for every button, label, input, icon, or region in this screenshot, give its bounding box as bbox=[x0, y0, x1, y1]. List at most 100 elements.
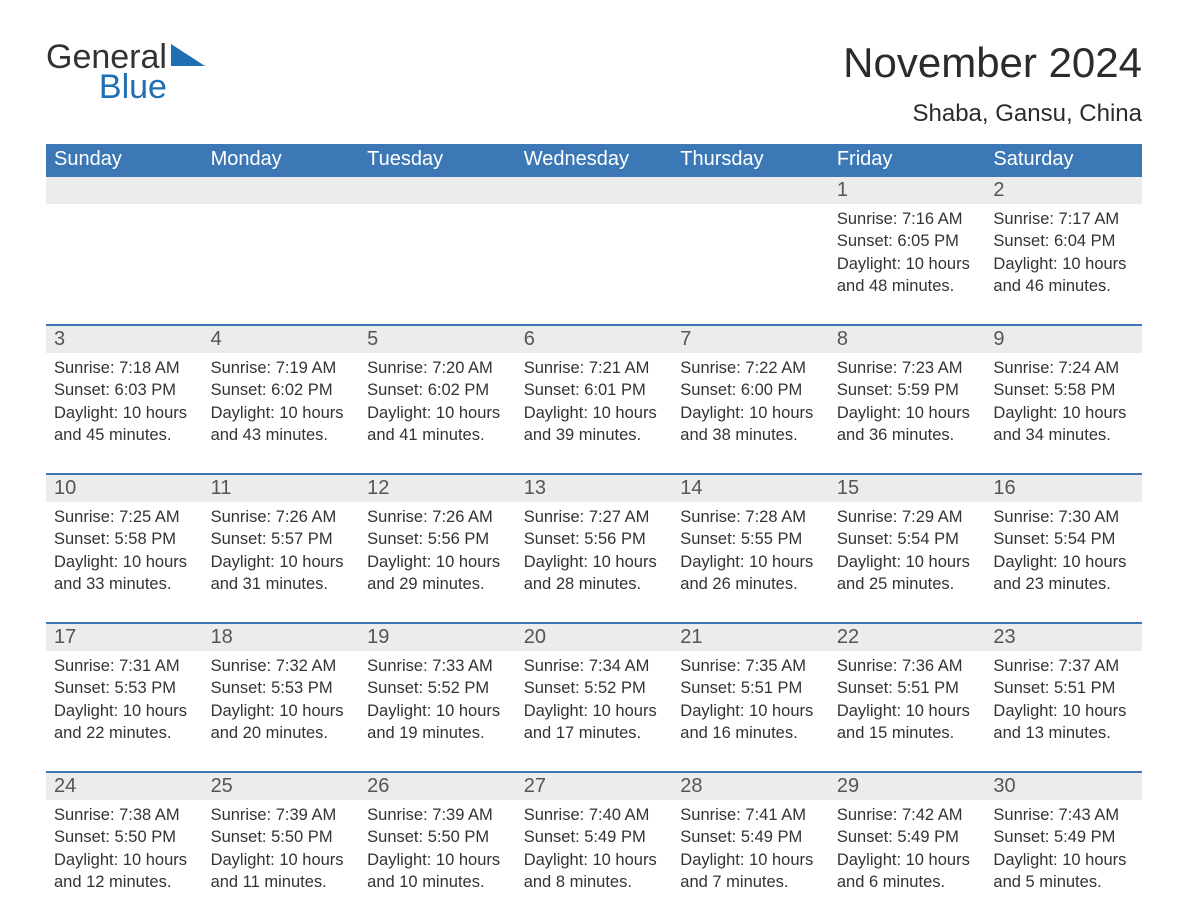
sunset-value: 5:54 PM bbox=[1054, 530, 1115, 548]
daylight-line: Daylight: 10 hours and 13 minutes. bbox=[993, 700, 1134, 745]
sunset-value: 5:53 PM bbox=[271, 679, 332, 697]
day-cell: Sunrise: 7:36 AMSunset: 5:51 PMDaylight:… bbox=[829, 651, 986, 747]
sunrise-label: Sunrise: bbox=[524, 359, 589, 377]
daynum-row: 12 bbox=[46, 177, 1142, 204]
day-cell: Sunrise: 7:41 AMSunset: 5:49 PMDaylight:… bbox=[672, 800, 829, 896]
daylight-line: Daylight: 10 hours and 17 minutes. bbox=[524, 700, 665, 745]
daylight-label: Daylight: bbox=[680, 553, 749, 571]
sunrise-label: Sunrise: bbox=[524, 657, 589, 675]
sunrise-label: Sunrise: bbox=[993, 359, 1058, 377]
week-row: 24252627282930Sunrise: 7:38 AMSunset: 5:… bbox=[46, 771, 1142, 896]
daylight-label: Daylight: bbox=[993, 404, 1062, 422]
sunset-line: Sunset: 5:49 PM bbox=[680, 826, 821, 848]
sunrise-value: 7:23 AM bbox=[902, 359, 963, 377]
day-cell: Sunrise: 7:25 AMSunset: 5:58 PMDaylight:… bbox=[46, 502, 203, 598]
sunrise-label: Sunrise: bbox=[837, 806, 902, 824]
sunset-value: 6:02 PM bbox=[428, 381, 489, 399]
sunrise-label: Sunrise: bbox=[837, 508, 902, 526]
day-number: 4 bbox=[203, 326, 360, 353]
day-number bbox=[359, 177, 516, 204]
day-cell: Sunrise: 7:32 AMSunset: 5:53 PMDaylight:… bbox=[203, 651, 360, 747]
sunrise-value: 7:39 AM bbox=[432, 806, 493, 824]
sunrise-value: 7:19 AM bbox=[276, 359, 337, 377]
sunset-line: Sunset: 5:51 PM bbox=[680, 677, 821, 699]
day-number: 11 bbox=[203, 475, 360, 502]
sunset-label: Sunset: bbox=[837, 828, 898, 846]
sunset-label: Sunset: bbox=[837, 232, 898, 250]
sunrise-label: Sunrise: bbox=[837, 359, 902, 377]
day-header: Saturday bbox=[985, 144, 1142, 177]
sunrise-value: 7:24 AM bbox=[1059, 359, 1120, 377]
sunrise-label: Sunrise: bbox=[993, 508, 1058, 526]
daylight-line: Daylight: 10 hours and 19 minutes. bbox=[367, 700, 508, 745]
sunset-value: 5:54 PM bbox=[897, 530, 958, 548]
sunset-line: Sunset: 5:49 PM bbox=[837, 826, 978, 848]
sunset-value: 5:49 PM bbox=[1054, 828, 1115, 846]
sunrise-line: Sunrise: 7:34 AM bbox=[524, 655, 665, 677]
sunset-value: 5:52 PM bbox=[584, 679, 645, 697]
day-cell: Sunrise: 7:38 AMSunset: 5:50 PMDaylight:… bbox=[46, 800, 203, 896]
day-cell: Sunrise: 7:26 AMSunset: 5:57 PMDaylight:… bbox=[203, 502, 360, 598]
day-cell: Sunrise: 7:20 AMSunset: 6:02 PMDaylight:… bbox=[359, 353, 516, 449]
sunset-label: Sunset: bbox=[367, 679, 428, 697]
sunrise-value: 7:29 AM bbox=[902, 508, 963, 526]
daylight-label: Daylight: bbox=[680, 702, 749, 720]
sunrise-value: 7:18 AM bbox=[119, 359, 180, 377]
week-row: 3456789Sunrise: 7:18 AMSunset: 6:03 PMDa… bbox=[46, 324, 1142, 449]
sunset-value: 5:50 PM bbox=[271, 828, 332, 846]
sunrise-label: Sunrise: bbox=[211, 806, 276, 824]
day-number: 23 bbox=[985, 624, 1142, 651]
daylight-line: Daylight: 10 hours and 22 minutes. bbox=[54, 700, 195, 745]
day-cell bbox=[516, 204, 673, 300]
day-number: 30 bbox=[985, 773, 1142, 800]
sunset-line: Sunset: 5:59 PM bbox=[837, 379, 978, 401]
sunrise-line: Sunrise: 7:31 AM bbox=[54, 655, 195, 677]
sunrise-line: Sunrise: 7:41 AM bbox=[680, 804, 821, 826]
day-cell: Sunrise: 7:39 AMSunset: 5:50 PMDaylight:… bbox=[203, 800, 360, 896]
sunset-label: Sunset: bbox=[211, 530, 272, 548]
day-number: 22 bbox=[829, 624, 986, 651]
logo-text: General Blue bbox=[46, 40, 167, 104]
sunrise-line: Sunrise: 7:26 AM bbox=[367, 506, 508, 528]
day-cell: Sunrise: 7:35 AMSunset: 5:51 PMDaylight:… bbox=[672, 651, 829, 747]
daylight-line: Daylight: 10 hours and 26 minutes. bbox=[680, 551, 821, 596]
daylight-label: Daylight: bbox=[211, 702, 280, 720]
logo-triangle-icon bbox=[171, 44, 205, 66]
sunrise-value: 7:37 AM bbox=[1059, 657, 1120, 675]
day-cell: Sunrise: 7:34 AMSunset: 5:52 PMDaylight:… bbox=[516, 651, 673, 747]
daylight-line: Daylight: 10 hours and 12 minutes. bbox=[54, 849, 195, 894]
sunset-line: Sunset: 5:52 PM bbox=[367, 677, 508, 699]
sunset-label: Sunset: bbox=[211, 828, 272, 846]
day-cell: Sunrise: 7:30 AMSunset: 5:54 PMDaylight:… bbox=[985, 502, 1142, 598]
daylight-label: Daylight: bbox=[993, 702, 1062, 720]
day-cell: Sunrise: 7:17 AMSunset: 6:04 PMDaylight:… bbox=[985, 204, 1142, 300]
sunrise-value: 7:27 AM bbox=[589, 508, 650, 526]
sunset-label: Sunset: bbox=[680, 530, 741, 548]
sunrise-line: Sunrise: 7:17 AM bbox=[993, 208, 1134, 230]
daylight-label: Daylight: bbox=[993, 851, 1062, 869]
sunrise-value: 7:28 AM bbox=[745, 508, 806, 526]
sunset-value: 6:05 PM bbox=[897, 232, 958, 250]
sunrise-label: Sunrise: bbox=[211, 657, 276, 675]
daylight-line: Daylight: 10 hours and 39 minutes. bbox=[524, 402, 665, 447]
day-number: 17 bbox=[46, 624, 203, 651]
sunrise-value: 7:38 AM bbox=[119, 806, 180, 824]
sunset-line: Sunset: 6:00 PM bbox=[680, 379, 821, 401]
day-number bbox=[46, 177, 203, 204]
day-number: 13 bbox=[516, 475, 673, 502]
sunset-line: Sunset: 5:57 PM bbox=[211, 528, 352, 550]
sunset-label: Sunset: bbox=[54, 828, 115, 846]
day-number: 9 bbox=[985, 326, 1142, 353]
sunset-line: Sunset: 5:54 PM bbox=[993, 528, 1134, 550]
sunrise-value: 7:30 AM bbox=[1059, 508, 1120, 526]
sunrise-line: Sunrise: 7:39 AM bbox=[367, 804, 508, 826]
sunset-value: 6:04 PM bbox=[1054, 232, 1115, 250]
day-header-row: SundayMondayTuesdayWednesdayThursdayFrid… bbox=[46, 144, 1142, 177]
day-number: 27 bbox=[516, 773, 673, 800]
daylight-label: Daylight: bbox=[837, 255, 906, 273]
day-header: Thursday bbox=[672, 144, 829, 177]
daynum-row: 24252627282930 bbox=[46, 773, 1142, 800]
sunset-line: Sunset: 6:03 PM bbox=[54, 379, 195, 401]
sunrise-label: Sunrise: bbox=[837, 210, 902, 228]
daylight-label: Daylight: bbox=[211, 851, 280, 869]
